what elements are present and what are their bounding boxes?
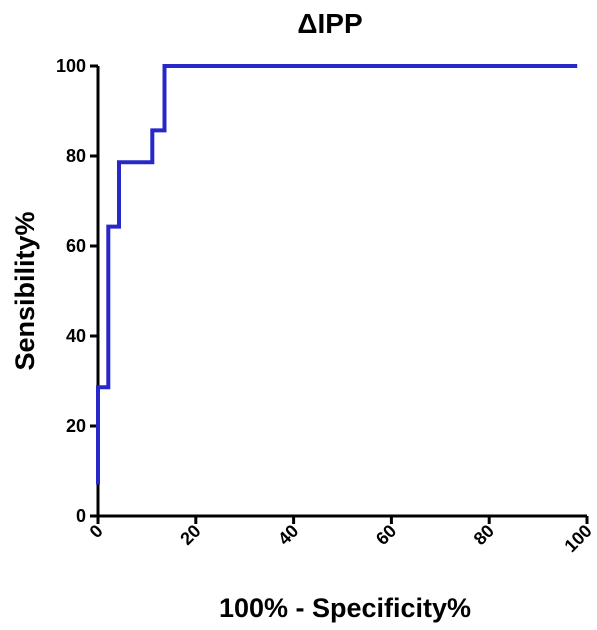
y-tick-label: 20 bbox=[66, 416, 86, 436]
x-tick-label: 100 bbox=[560, 521, 595, 556]
x-tick-label: 0 bbox=[86, 521, 107, 542]
y-tick-label: 100 bbox=[56, 56, 86, 76]
x-tick-label: 60 bbox=[372, 521, 400, 549]
x-axis-label: 100% - Specificity% bbox=[219, 593, 471, 623]
x-tick-label: 80 bbox=[470, 521, 498, 549]
plot-area: 0 20 40 60 80 100 0 20 40 60 80 100 bbox=[56, 56, 596, 556]
y-axis-label: Sensibility% bbox=[10, 211, 40, 370]
y-tick-label: 60 bbox=[66, 236, 86, 256]
y-tick-label: 80 bbox=[66, 146, 86, 166]
x-tick-label: 20 bbox=[176, 521, 204, 549]
y-tick-label: 40 bbox=[66, 326, 86, 346]
y-tick-label: 0 bbox=[76, 506, 86, 526]
chart-title: ΔIPP bbox=[297, 8, 362, 39]
x-tick-label: 40 bbox=[274, 521, 302, 549]
roc-curve-line bbox=[96, 64, 578, 485]
